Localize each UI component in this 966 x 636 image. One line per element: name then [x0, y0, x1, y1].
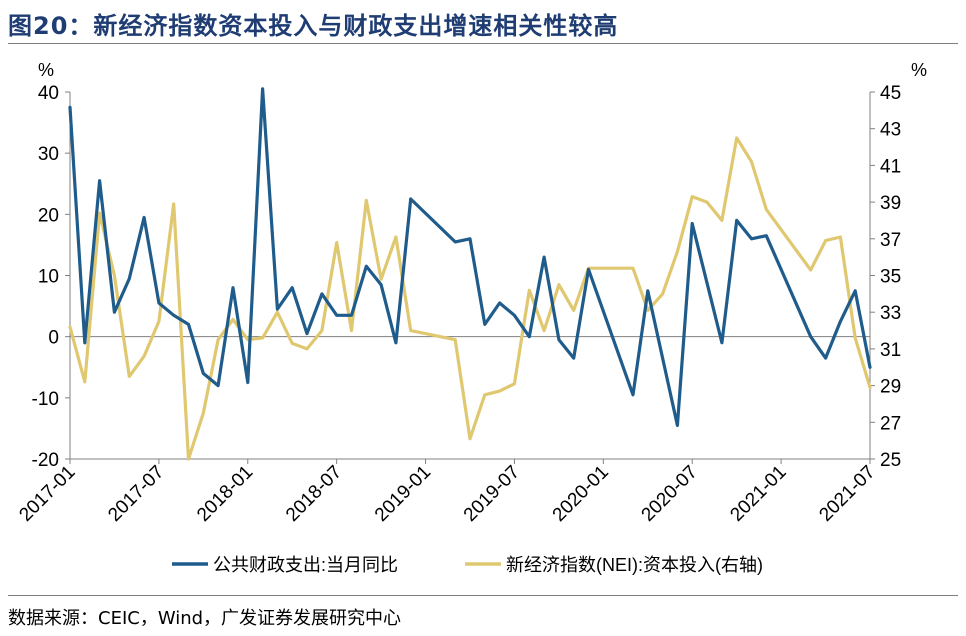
- title-divider: [8, 43, 958, 44]
- x-tick-label: 2019-01: [371, 462, 435, 526]
- x-tick-label: 2017-01: [15, 462, 79, 526]
- chart-legend: 公共财政支出:当月同比 新经济指数(NEI):资本投入(右轴): [172, 555, 763, 575]
- legend-label: 公共财政支出:当月同比: [213, 555, 398, 575]
- x-tick-label: 2020-01: [549, 462, 613, 526]
- right-tick-label: 43: [880, 120, 901, 141]
- x-tick-label: 2021-01: [726, 462, 790, 526]
- series-line-nei-capital-input: [68, 136, 872, 461]
- x-tick-label: 2018-01: [193, 462, 257, 526]
- right-tick-label: 35: [880, 267, 901, 288]
- x-tick-label: 2019-07: [460, 462, 524, 526]
- right-tick-label: 37: [880, 230, 901, 251]
- source-note: 数据来源：CEIC，Wind，广发证券发展研究中心: [8, 608, 402, 629]
- source-divider: [8, 595, 958, 596]
- figure-title: 图20：新经济指数资本投入与财政支出增速相关性较高: [8, 12, 619, 40]
- chart-series: [68, 87, 872, 461]
- right-axis-unit: %: [911, 60, 927, 80]
- right-tick-label: 39: [880, 193, 901, 214]
- series-line-fiscal-expenditure: [68, 87, 872, 427]
- left-tick-label: 0: [48, 328, 59, 349]
- right-tick-label: 41: [880, 156, 901, 177]
- left-tick-label: -20: [32, 450, 59, 471]
- line-chart: % %403020100-10-2045434139373533312927252…: [15, 60, 927, 575]
- right-tick-label: 45: [880, 83, 901, 104]
- left-tick-label: 10: [38, 267, 59, 288]
- x-tick-label: 2018-07: [282, 462, 346, 526]
- right-tick-label: 27: [880, 413, 901, 434]
- left-axis-unit: %: [38, 60, 54, 80]
- right-tick-label: 29: [880, 377, 901, 398]
- x-tick-label: 2020-07: [638, 462, 702, 526]
- right-tick-label: 25: [880, 450, 901, 471]
- x-tick-label: 2017-07: [104, 462, 168, 526]
- left-tick-label: -10: [32, 389, 59, 410]
- legend-label: 新经济指数(NEI):资本投入(右轴): [506, 555, 763, 575]
- left-tick-label: 30: [38, 144, 59, 165]
- right-tick-label: 33: [880, 303, 901, 324]
- right-tick-label: 31: [880, 340, 901, 361]
- left-tick-label: 20: [38, 205, 59, 226]
- x-tick-label: 2021-07: [815, 462, 879, 526]
- left-tick-label: 40: [38, 83, 59, 104]
